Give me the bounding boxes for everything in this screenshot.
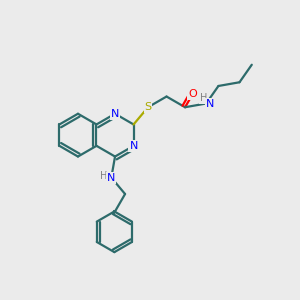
Text: N: N bbox=[129, 141, 138, 151]
Text: N: N bbox=[111, 109, 119, 119]
Text: S: S bbox=[144, 102, 152, 112]
Text: N: N bbox=[206, 98, 214, 109]
Text: H: H bbox=[200, 93, 208, 103]
Text: H: H bbox=[100, 171, 108, 181]
Text: O: O bbox=[188, 89, 197, 99]
Text: N: N bbox=[107, 172, 116, 183]
